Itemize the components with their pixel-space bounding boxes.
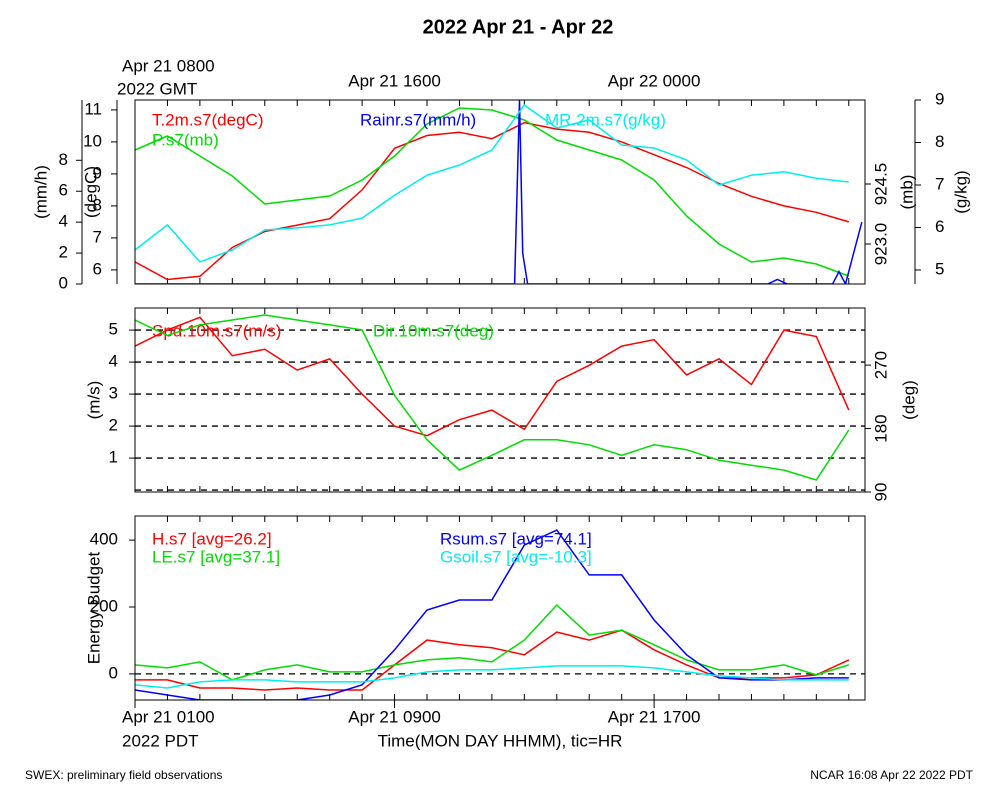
footer-right: NCAR 16:08 Apr 22 2022 PDT xyxy=(810,768,973,782)
y-tick-label: 10 xyxy=(83,131,102,150)
x-axis-label: Time(MON DAY HHMM), tic=HR xyxy=(378,731,623,750)
y-tick-label: 180 xyxy=(871,414,890,442)
top-x-tick-label: Apr 21 1600 xyxy=(348,71,441,90)
y-tick-label: 4 xyxy=(59,212,68,231)
top-x-tick-label: Apr 21 0800 xyxy=(122,56,215,75)
legend-label: T.2m.s7(degC) xyxy=(152,110,263,129)
y-axis-title: (g/kg) xyxy=(951,170,970,213)
legend-label: Spd.10m.s7(m/s) xyxy=(152,321,281,340)
y-tick-label: 9 xyxy=(935,89,944,108)
y-axis-title: (degC) xyxy=(81,166,100,218)
y-axis-title: (mm/h) xyxy=(31,165,50,219)
series-line xyxy=(135,104,849,263)
legend-label: Gsoil.s7 [avg=-10.3] xyxy=(440,547,592,566)
legend-label: P.s7(mb) xyxy=(152,130,219,149)
y-tick-label: 200 xyxy=(90,596,118,615)
y-tick-label: 4 xyxy=(109,352,118,371)
y-tick-label: 1 xyxy=(109,448,118,467)
series-line xyxy=(135,665,849,689)
y-tick-label: 270 xyxy=(871,351,890,379)
legend-label: Rsum.s7 [avg=74.1] xyxy=(440,529,592,548)
y-tick-label: 0 xyxy=(59,273,68,292)
series-line xyxy=(135,100,863,284)
legend-label: Dir.10m.s7(deg) xyxy=(373,321,494,340)
series-line xyxy=(135,603,850,681)
top-x-tick-label: Apr 22 0000 xyxy=(608,71,701,90)
plot-frame xyxy=(134,515,866,701)
x-tick-label: Apr 21 1700 xyxy=(608,707,701,726)
footer-left: SWEX: preliminary field observations xyxy=(25,768,222,782)
y-axis-title: (m/s) xyxy=(84,381,103,420)
y-tick-label: 6 xyxy=(93,259,102,278)
x-tick-label: Apr 21 0100 xyxy=(122,707,215,726)
y-axis-title: Energy Budget xyxy=(84,551,103,664)
plot-frame xyxy=(134,99,866,285)
y-tick-label: 7 xyxy=(93,227,102,246)
y-tick-label: 6 xyxy=(59,181,68,200)
y-tick-label: 2 xyxy=(59,243,68,262)
y-tick-label: 9 xyxy=(93,163,102,182)
y-tick-label: 8 xyxy=(93,195,102,214)
y-tick-label: 400 xyxy=(90,530,118,549)
plot-frame xyxy=(134,307,866,493)
series-line xyxy=(135,529,849,700)
y-tick-label: 923.0 xyxy=(871,223,890,266)
y-tick-label: 2 xyxy=(109,416,118,435)
y-tick-label: 11 xyxy=(84,99,102,118)
chart-title: 2022 Apr 21 - Apr 22 xyxy=(423,16,614,38)
legend-label: Rainr.s7(mm/h) xyxy=(360,110,476,129)
y-tick-label: 6 xyxy=(935,217,944,236)
y-tick-label: 3 xyxy=(109,384,118,403)
y-tick-label: 8 xyxy=(935,132,944,151)
top-zone-label: 2022 GMT xyxy=(117,79,197,98)
y-tick-label: 90 xyxy=(871,483,890,502)
y-tick-label: 7 xyxy=(935,174,944,193)
legend-label: MR.2m.s7(g/kg) xyxy=(545,110,666,129)
series-line xyxy=(135,107,850,277)
series-line xyxy=(135,316,850,437)
y-tick-label: 5 xyxy=(935,259,944,278)
series-line xyxy=(135,629,850,691)
bottom-zone-label: 2022 PDT xyxy=(122,731,199,750)
y-tick-label: 5 xyxy=(109,320,118,339)
legend-label: H.s7 [avg=26.2] xyxy=(152,529,272,548)
legend-label: LE.s7 [avg=37.1] xyxy=(152,547,280,566)
series-line xyxy=(135,314,850,481)
y-axis-title: (mb) xyxy=(897,175,916,210)
y-tick-label: 924.5 xyxy=(871,163,890,206)
x-tick-label: Apr 21 0900 xyxy=(348,707,441,726)
y-tick-label: 0 xyxy=(109,663,118,682)
y-axis-title: (deg) xyxy=(899,380,918,420)
y-tick-label: 8 xyxy=(59,150,68,169)
